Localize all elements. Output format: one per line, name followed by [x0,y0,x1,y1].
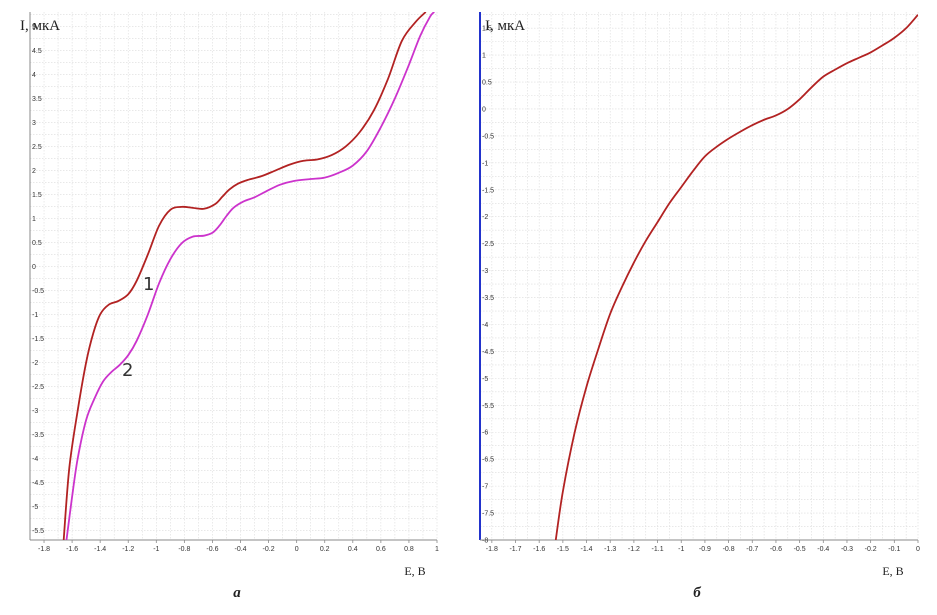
x-tick-label: -1.6 [66,546,78,553]
x-tick-label: -0.8 [723,546,735,553]
x-tick-label: -0.4 [817,546,829,553]
panel-a-x-axis-label: E, В [404,564,425,578]
panel-a-chart: -1.8 -1.6 -1.4 -1.2 -1 -0.8 -0.6 -0.4 -0.2 0 0.2 0.… [20,12,439,578]
y-tick-label: -1 [32,312,38,319]
y-tick-label: 0.5 [482,80,492,87]
series-line-a-2 [65,12,435,540]
x-tick-label: -1 [678,546,684,553]
y-tick-label: -7 [482,484,488,491]
y-tick-label: -8 [482,538,488,545]
panel-b-grid [479,12,919,541]
y-tick-label: 4 [32,72,36,79]
y-tick-label: -0.5 [482,133,494,140]
y-tick-label: 0.5 [32,240,42,247]
x-tick-label: -1.7 [509,546,521,553]
x-tick-label: -1.1 [652,546,664,553]
y-tick-label: -6 [482,430,488,437]
x-tick-label: -0.7 [746,546,758,553]
series-line-a-1 [62,12,427,540]
y-tick-label: -2 [32,360,38,367]
x-tick-label: -1.8 [38,546,50,553]
x-tick-label: -1.2 [122,546,134,553]
panel-a-series-group [62,12,435,540]
x-tick-label: -0.6 [770,546,782,553]
y-tick-label: -2 [482,214,488,221]
y-tick-label: -5.5 [32,528,44,535]
y-tick-label: -3 [32,408,38,415]
y-tick-label: 2.5 [32,144,42,151]
y-tick-label: 2 [32,168,36,175]
y-tick-label: -5.5 [482,403,494,410]
y-tick-label: -1.5 [32,336,44,343]
y-tick-label: -7.5 [482,511,494,518]
panel-a-y-axis-label: I, мкА [20,18,60,34]
y-tick-label: -1.5 [482,187,494,194]
x-tick-label: 0 [295,546,299,553]
x-tick-label: -0.5 [794,546,806,553]
curve-label-2: 2 [122,360,133,381]
x-tick-label: -1.8 [486,546,498,553]
x-tick-label: -1.2 [628,546,640,553]
x-tick-label: 0.8 [404,546,414,553]
x-tick-label: -1.3 [604,546,616,553]
y-tick-label: -6.5 [482,457,494,464]
curve-label-1: 1 [143,274,154,295]
panel-b-series-group [554,14,918,540]
y-tick-label: 0 [32,264,36,271]
y-tick-label: -3 [482,268,488,275]
y-tick-label: 1 [482,53,486,60]
x-tick-label: -1.6 [533,546,545,553]
y-tick-label: -0.5 [32,288,44,295]
x-tick-label: -0.1 [888,546,900,553]
panel-a-letter: а [233,585,241,601]
x-tick-label: -0.9 [699,546,711,553]
panel-b-chart: -1.8 -1.7 -1.6 -1.5 -1.4 -1.3 -1.2 -1.1 -1 -0.9 -0… [479,12,920,578]
x-tick-label: 0 [916,546,920,553]
x-tick-label: 1 [435,546,439,553]
y-tick-label: -1 [482,160,488,167]
y-tick-label: 1.5 [482,26,492,33]
y-tick-label: 1 [32,216,36,223]
x-tick-label: -0.8 [178,546,190,553]
x-tick-label: -1 [153,546,159,553]
y-tick-label: -5 [32,504,38,511]
y-tick-label: -4.5 [32,480,44,487]
x-tick-label: -0.4 [234,546,246,553]
x-tick-label: 0.2 [320,546,330,553]
y-tick-label: 0 [482,106,486,113]
y-tick-label: -2.5 [482,241,494,248]
x-tick-label: -1.4 [581,546,593,553]
x-tick-label: 0.4 [348,546,358,553]
y-tick-label: 3 [32,120,36,127]
y-tick-label: -3.5 [32,432,44,439]
x-tick-label: -0.3 [841,546,853,553]
y-tick-label: -3.5 [482,295,494,302]
y-tick-label: 1.5 [32,192,42,199]
y-tick-label: -5 [482,376,488,383]
panel-b-x-axis-label: E, В [882,564,903,578]
y-tick-label: -4 [32,456,38,463]
y-tick-label: 5 [32,24,36,31]
y-tick-label: -4 [482,322,488,329]
y-tick-label: 4.5 [32,48,42,55]
panel-b-y-axis-label: I, мкА [485,18,525,34]
x-tick-label: -1.4 [94,546,106,553]
y-tick-label: -2.5 [32,384,44,391]
x-tick-label: 0.6 [376,546,386,553]
x-tick-label: -1.5 [557,546,569,553]
series-line-b-1 [554,14,918,540]
x-tick-label: -0.2 [263,546,275,553]
panel-a-grid [30,12,438,540]
y-tick-label: 3.5 [32,96,42,103]
panel-b-letter: б [693,585,701,601]
x-tick-label: -0.6 [206,546,218,553]
y-tick-label: -4.5 [482,349,494,356]
x-tick-label: -0.2 [865,546,877,553]
